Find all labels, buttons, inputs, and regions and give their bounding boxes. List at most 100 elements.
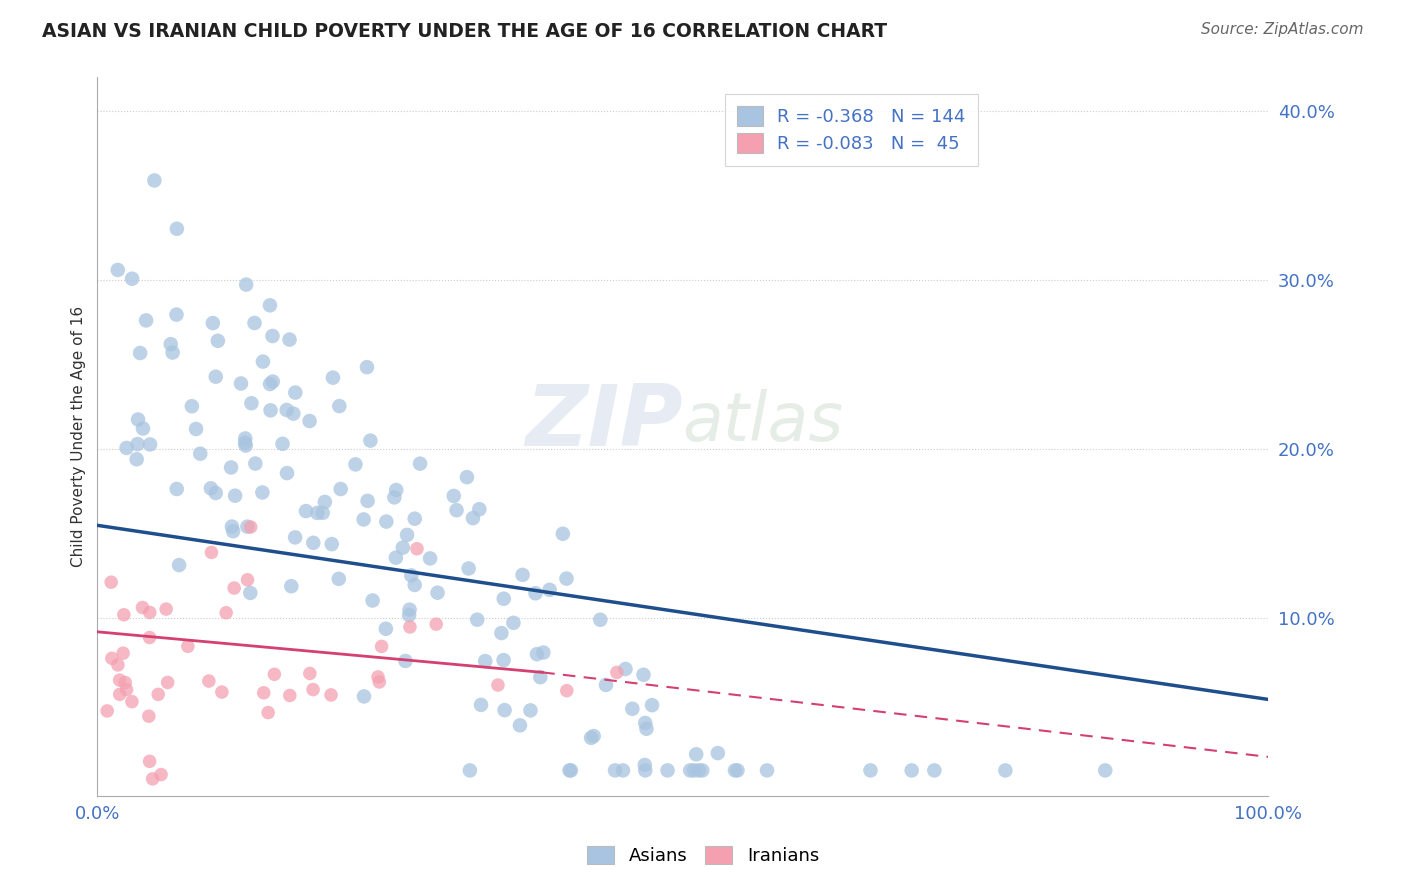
Point xyxy=(284,530,307,544)
Point xyxy=(392,541,415,555)
Point xyxy=(155,602,177,616)
Point xyxy=(131,600,153,615)
Point xyxy=(198,674,221,689)
Point xyxy=(180,399,202,413)
Point xyxy=(727,764,749,778)
Point xyxy=(502,615,524,630)
Point xyxy=(582,729,605,743)
Point xyxy=(252,485,274,500)
Point xyxy=(634,764,657,778)
Point xyxy=(426,585,449,599)
Point xyxy=(115,441,138,455)
Point xyxy=(398,602,420,616)
Point xyxy=(1094,764,1116,778)
Point xyxy=(142,772,165,786)
Point xyxy=(560,764,582,778)
Point xyxy=(236,573,259,587)
Point xyxy=(200,481,222,495)
Point xyxy=(184,422,207,436)
Point xyxy=(135,313,157,327)
Point xyxy=(233,436,256,450)
Point xyxy=(512,567,534,582)
Point xyxy=(344,458,367,472)
Point xyxy=(900,764,922,778)
Point xyxy=(398,608,420,623)
Point xyxy=(359,434,381,448)
Point xyxy=(492,653,515,667)
Point xyxy=(302,536,325,550)
Point xyxy=(690,764,713,778)
Point xyxy=(108,673,131,687)
Point xyxy=(127,412,149,426)
Point xyxy=(284,385,307,400)
Point xyxy=(166,308,188,322)
Point xyxy=(458,764,481,778)
Point xyxy=(636,722,658,736)
Point xyxy=(382,491,405,505)
Point xyxy=(688,764,710,778)
Point xyxy=(589,613,612,627)
Point xyxy=(461,511,484,525)
Point xyxy=(235,277,257,292)
Point xyxy=(538,582,561,597)
Point xyxy=(756,764,779,778)
Point xyxy=(278,689,301,703)
Point xyxy=(204,369,226,384)
Point xyxy=(259,403,281,417)
Point xyxy=(474,654,496,668)
Point xyxy=(125,452,148,467)
Point xyxy=(276,466,298,480)
Point xyxy=(419,551,441,566)
Point xyxy=(321,537,343,551)
Legend: Asians, Iranians: Asians, Iranians xyxy=(578,837,828,874)
Point xyxy=(148,687,170,701)
Point xyxy=(132,421,155,435)
Point xyxy=(657,764,679,778)
Point xyxy=(107,657,129,672)
Point xyxy=(529,670,551,684)
Point xyxy=(307,506,329,520)
Point xyxy=(112,646,135,660)
Point xyxy=(138,709,160,723)
Point xyxy=(621,702,644,716)
Point xyxy=(555,683,578,698)
Point xyxy=(243,316,266,330)
Point xyxy=(374,622,396,636)
Point xyxy=(204,486,226,500)
Point xyxy=(139,606,162,620)
Point xyxy=(162,345,184,359)
Point xyxy=(994,764,1017,778)
Point xyxy=(314,495,336,509)
Point xyxy=(129,346,152,360)
Point xyxy=(457,561,479,575)
Point xyxy=(606,665,628,680)
Point xyxy=(276,403,298,417)
Text: ZIP: ZIP xyxy=(524,381,683,464)
Point xyxy=(531,646,554,660)
Text: ASIAN VS IRANIAN CHILD POVERTY UNDER THE AGE OF 16 CORRELATION CHART: ASIAN VS IRANIAN CHILD POVERTY UNDER THE… xyxy=(42,22,887,41)
Point xyxy=(298,666,321,681)
Point xyxy=(443,489,465,503)
Point xyxy=(253,686,276,700)
Point xyxy=(257,706,280,720)
Point xyxy=(259,377,281,392)
Y-axis label: Child Poverty Under the Age of 16: Child Poverty Under the Age of 16 xyxy=(72,306,86,567)
Point xyxy=(456,470,478,484)
Point xyxy=(235,438,257,452)
Point xyxy=(259,298,281,312)
Point xyxy=(924,764,946,778)
Point xyxy=(425,617,447,632)
Point xyxy=(468,502,491,516)
Point xyxy=(356,493,378,508)
Point xyxy=(278,333,301,347)
Point xyxy=(295,504,318,518)
Point xyxy=(319,688,342,702)
Point xyxy=(114,675,136,690)
Point xyxy=(177,640,200,654)
Point xyxy=(240,396,263,410)
Point xyxy=(555,572,578,586)
Point xyxy=(108,687,131,701)
Point xyxy=(252,354,274,368)
Point xyxy=(394,654,416,668)
Point xyxy=(127,437,149,451)
